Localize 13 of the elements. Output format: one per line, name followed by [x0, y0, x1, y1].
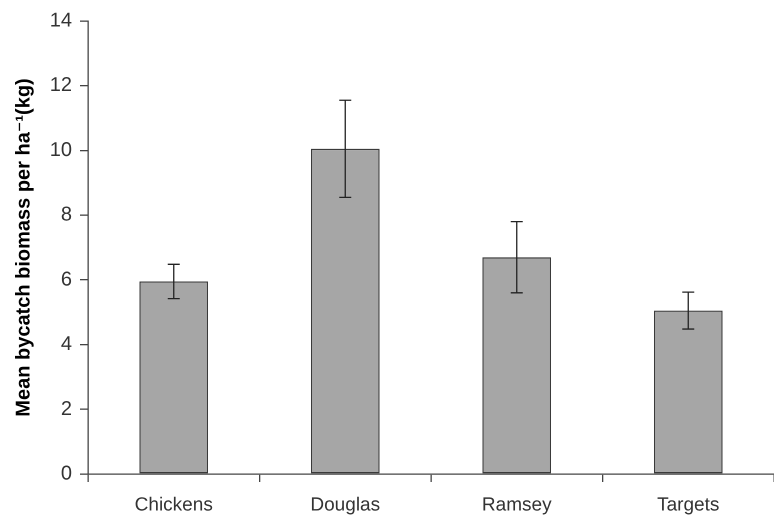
- y-axis-title: Mean bycatch biomass per ha⁻¹(kg): [12, 78, 35, 417]
- y-tick-label: 0: [60, 462, 72, 485]
- y-tick-label: 4: [60, 333, 72, 356]
- y-tick-label: 2: [60, 398, 72, 420]
- x-tick-label: Chickens: [134, 494, 213, 516]
- x-tick-label: Ramsey: [482, 494, 552, 516]
- y-tick-label: 8: [60, 204, 72, 226]
- x-tick-label: Douglas: [310, 494, 380, 516]
- y-tick-label: 6: [60, 268, 72, 290]
- y-tick-label: 12: [50, 74, 72, 96]
- x-tick-label: Targets: [657, 494, 720, 516]
- y-tick-label: 10: [50, 138, 72, 161]
- y-tick-label: 14: [50, 10, 72, 32]
